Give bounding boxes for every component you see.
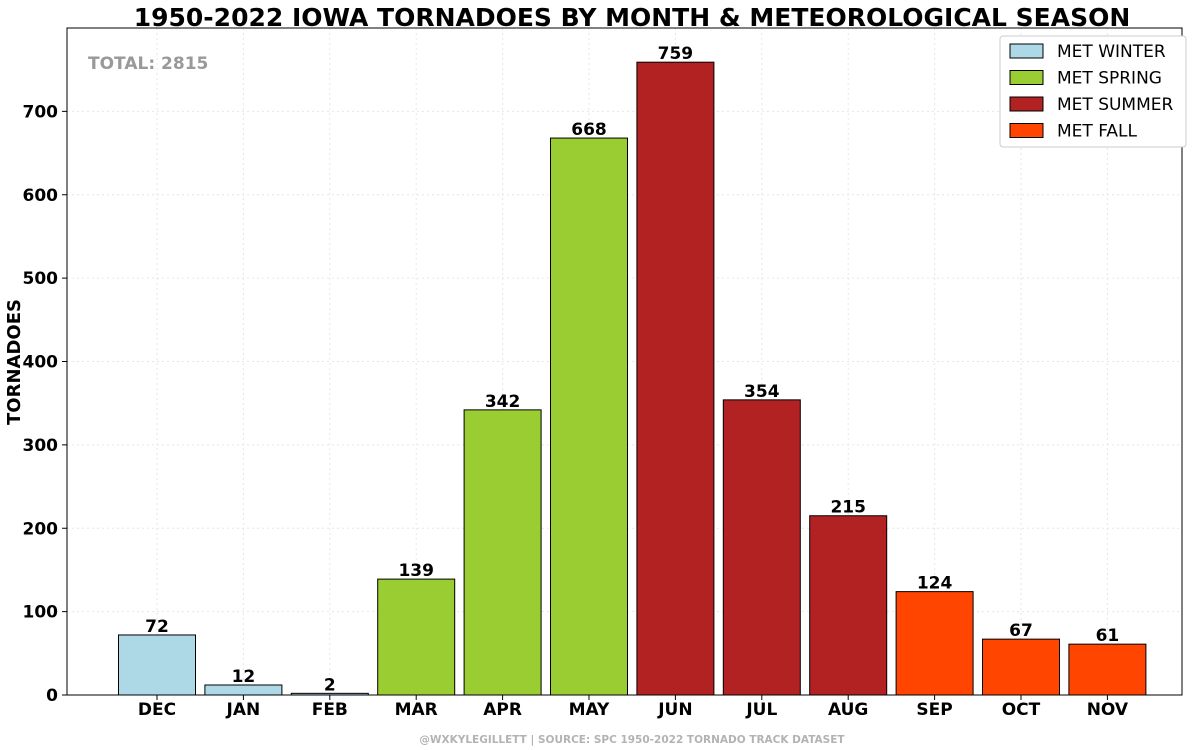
legend-swatch-met-winter: [1009, 43, 1044, 59]
y-tick-label: 400: [23, 353, 59, 373]
legend-label-met-spring: MET SPRING: [1057, 69, 1162, 89]
data-label-mar: 139: [398, 561, 434, 581]
y-tick-label: 700: [23, 102, 59, 122]
x-tick-label-mar: MAR: [395, 700, 438, 720]
x-tick-label-aug: AUG: [828, 700, 868, 720]
bar-mar: [377, 578, 456, 696]
data-label-dec: 72: [145, 617, 169, 637]
y-tick-label: 300: [23, 436, 59, 456]
data-label-may: 668: [571, 120, 607, 140]
x-tick-label-apr: APR: [483, 700, 522, 720]
legend-swatch-met-spring: [1009, 70, 1044, 85]
legend-label-met-winter: MET WINTER: [1057, 42, 1166, 62]
data-label-feb: 2: [324, 675, 336, 695]
y-tick-label: 600: [23, 186, 59, 206]
bar-jun: [636, 61, 715, 696]
bar-jul: [722, 399, 801, 696]
data-label-jul: 354: [744, 382, 780, 402]
bar-apr: [463, 409, 542, 696]
x-tick-label-jun: JUN: [657, 700, 692, 720]
x-tick-label-sep: SEP: [916, 700, 952, 720]
x-axis-ticks: DEC JAN FEB MAR APR MAY JUN JUL AUG SEP OCT NOV: [138, 695, 1129, 720]
data-label-nov: 61: [1096, 626, 1120, 646]
data-label-jan: 12: [232, 667, 256, 687]
legend-label-met-summer: MET SUMMER: [1057, 95, 1174, 115]
total-count-label: TOTAL: 2815: [88, 54, 208, 74]
bar-dec: [118, 634, 196, 696]
bar-sep: [895, 591, 974, 696]
x-tick-label-feb: FEB: [312, 700, 348, 720]
legend-label-met-fall: MET FALL: [1057, 122, 1138, 142]
data-label-jun: 759: [658, 44, 694, 64]
y-tick-label: 0: [46, 686, 58, 706]
data-label-sep: 124: [917, 574, 953, 594]
data-label-aug: 215: [830, 498, 866, 518]
legend: MET WINTER MET SPRING MET SUMMER MET FALL: [999, 35, 1187, 148]
source-credit: @WXKYLEGILLETT | SOURCE: SPC 1950-2022 T…: [419, 734, 845, 746]
x-tick-label-may: MAY: [569, 700, 610, 720]
bar-nov: [1068, 643, 1147, 696]
x-tick-label-nov: NOV: [1087, 700, 1129, 720]
x-tick-label-dec: DEC: [138, 700, 176, 720]
legend-swatch-met-fall: [1009, 123, 1044, 138]
y-tick-label: 200: [23, 519, 59, 539]
legend-swatch-met-summer: [1009, 96, 1044, 112]
y-tick-label: 100: [23, 603, 59, 623]
bars: 72 12 2 139 342 668 759 354 215 124 67 61: [118, 44, 1147, 696]
legend-box: [999, 35, 1187, 148]
bar-may: [550, 137, 628, 696]
bar-oct: [982, 638, 1060, 696]
data-label-oct: 67: [1009, 621, 1033, 641]
x-tick-label-jul: JUL: [745, 700, 777, 720]
y-axis-label: TORNADOES: [4, 299, 25, 425]
x-tick-label-jan: JAN: [226, 700, 261, 720]
y-tick-label: 500: [23, 269, 59, 289]
data-label-apr: 342: [485, 392, 521, 412]
bar-aug: [809, 515, 888, 696]
chart-title: 1950-2022 IOWA TORNADOES BY MONTH & METE…: [134, 3, 1131, 32]
y-axis-ticks: 0 100 200 300 400 500 600 700: [23, 102, 67, 706]
x-tick-label-oct: OCT: [1002, 700, 1041, 720]
